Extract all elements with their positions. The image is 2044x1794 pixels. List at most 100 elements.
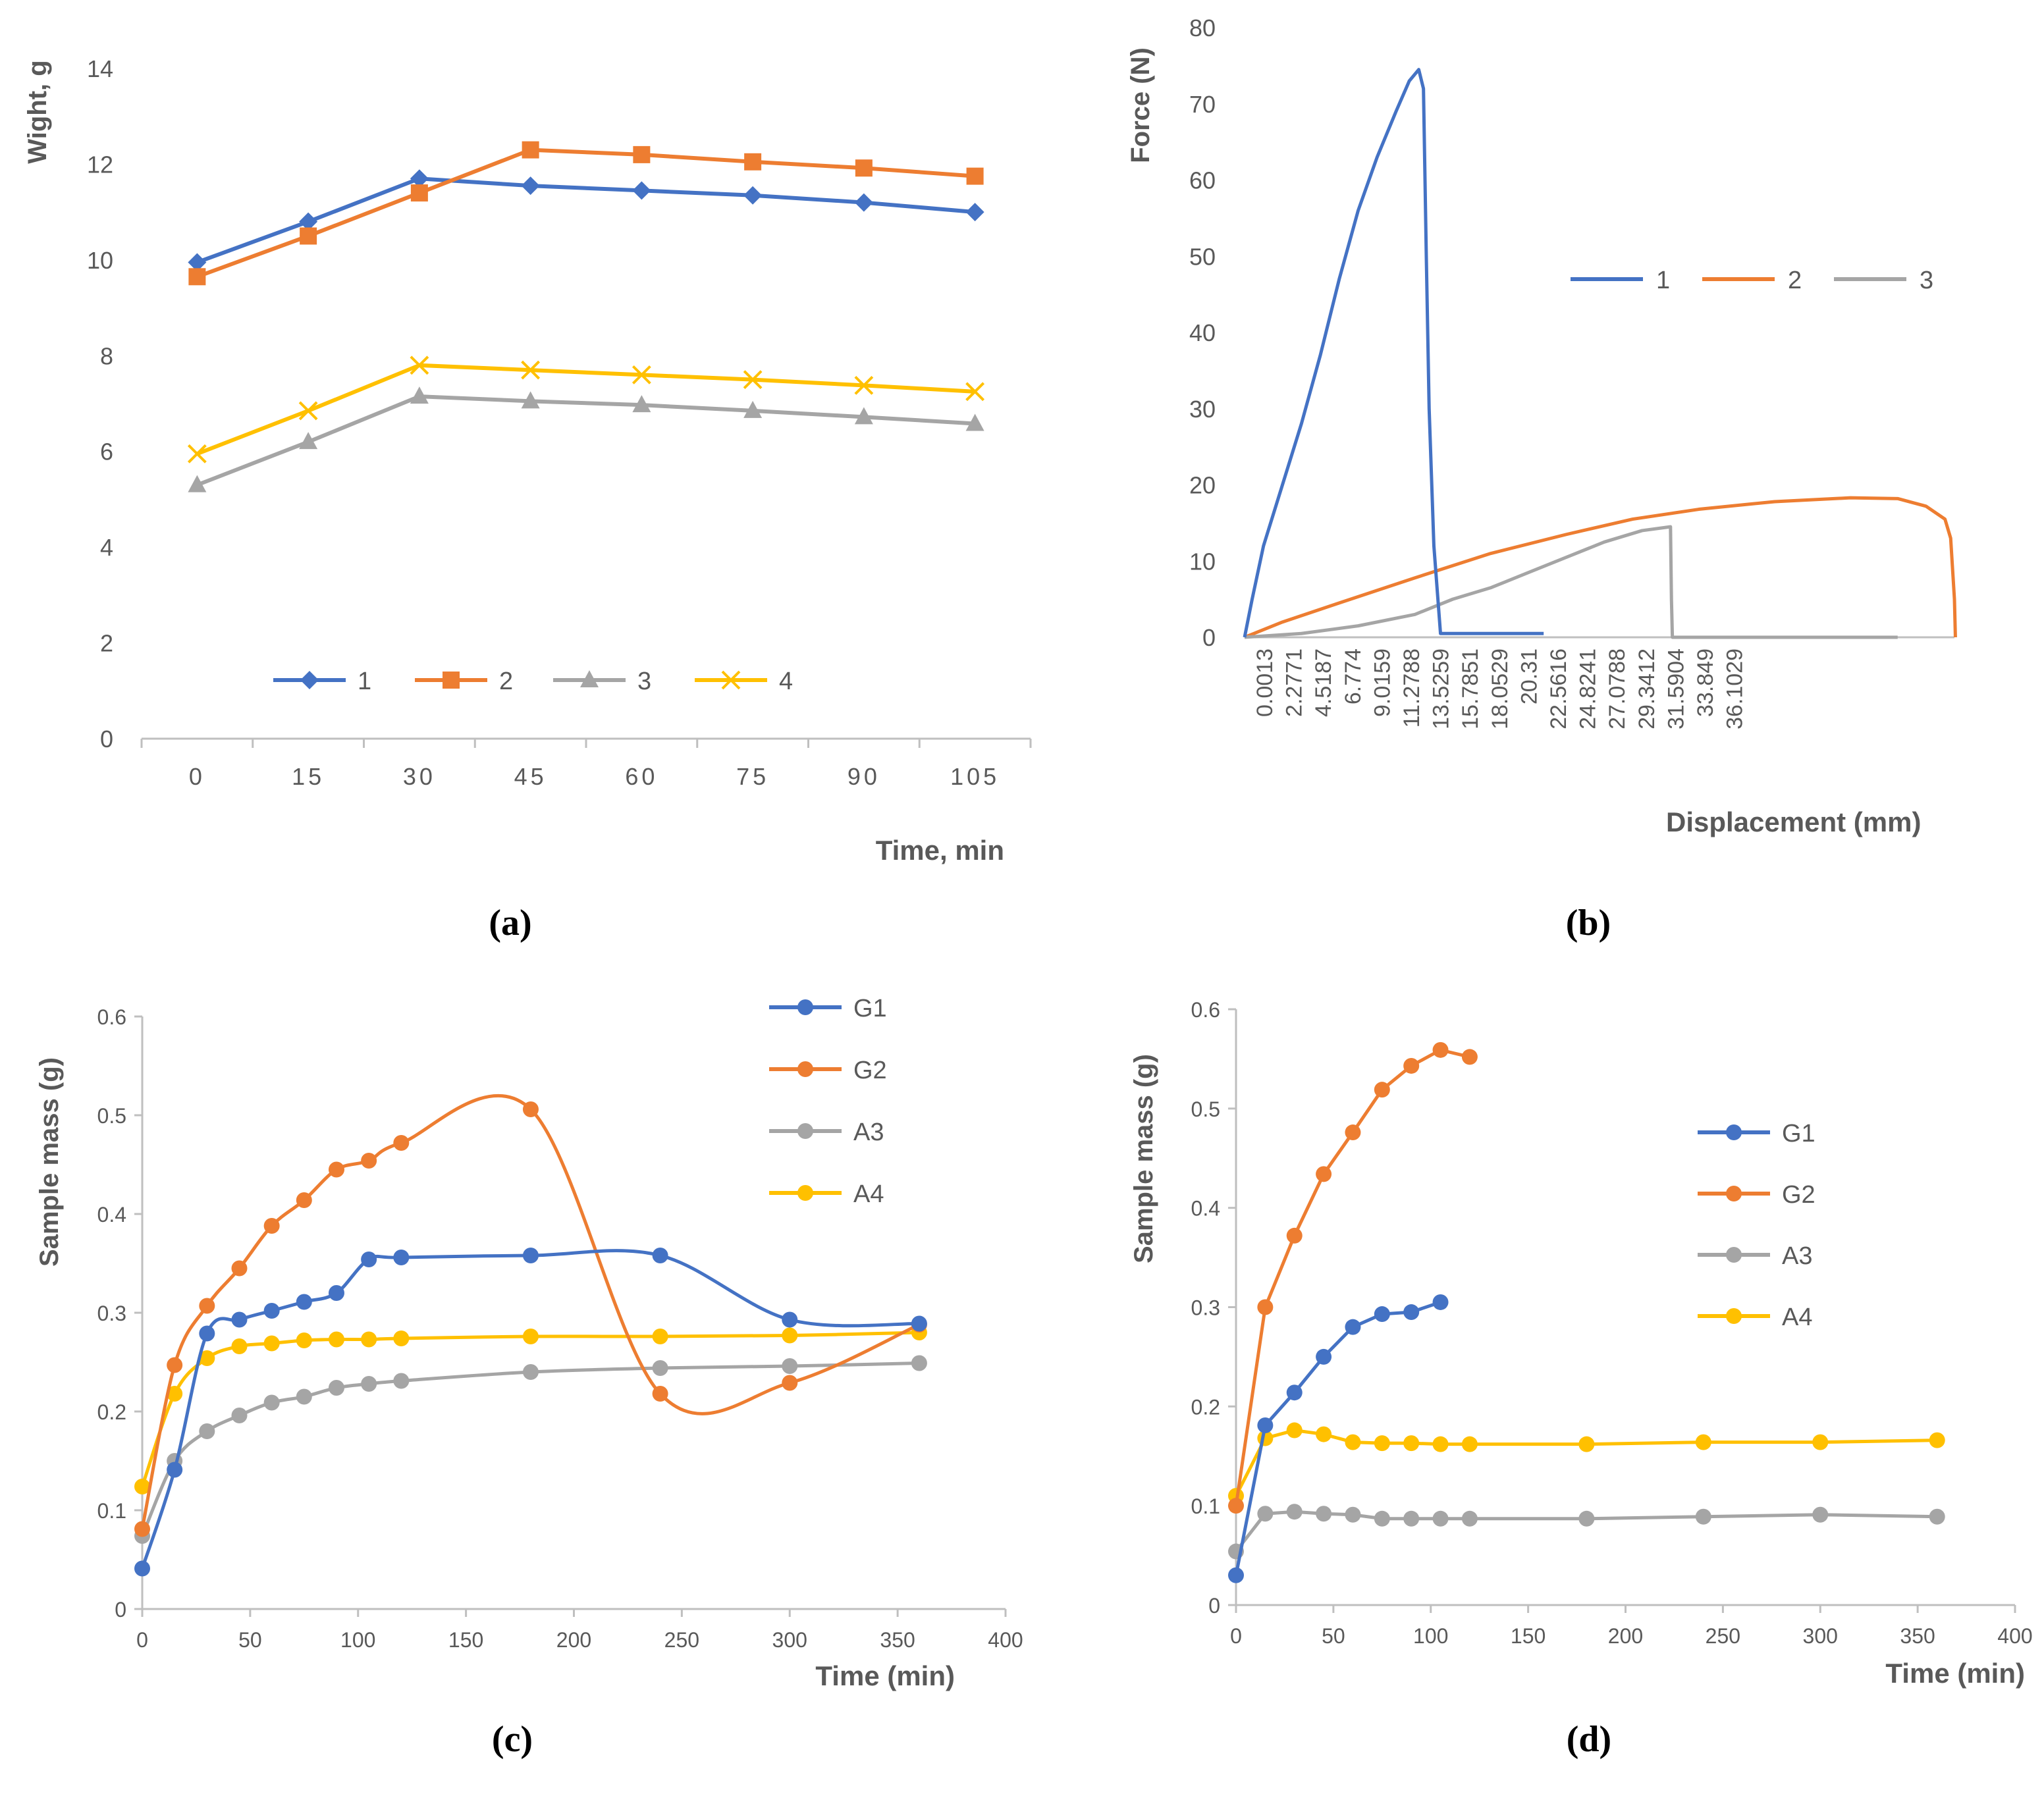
series-G1-point	[911, 1315, 927, 1332]
y-tick-label: 4	[100, 534, 113, 561]
legend-G2-marker	[797, 1061, 813, 1077]
x-tick-label: 27.0788	[1605, 648, 1630, 729]
legend-A4-label: A4	[853, 1180, 884, 1208]
series-G2-point	[1257, 1299, 1274, 1315]
y-tick-label: 0.1	[1191, 1494, 1220, 1518]
series-G1-point	[1228, 1567, 1244, 1583]
x-tick-label: 200	[556, 1628, 591, 1652]
y-tick-label: 0.2	[97, 1400, 126, 1424]
y-axis-title: Sample mass (g)	[35, 1057, 64, 1267]
series-4-point	[965, 382, 985, 402]
series-A3-point	[782, 1358, 798, 1374]
series-A4-point	[1403, 1435, 1420, 1452]
y-tick-label: 0.5	[1191, 1097, 1220, 1121]
series-3-point	[743, 400, 763, 418]
series-2-line	[196, 147, 975, 279]
series-2-point	[410, 184, 428, 202]
series-A4-point	[167, 1386, 183, 1402]
legend-G2-label: G2	[1782, 1181, 1815, 1209]
series-2-line	[1244, 496, 1957, 639]
series-A4-point	[263, 1335, 280, 1352]
caption-b: (b)	[1566, 903, 1611, 943]
x-tick-label: 150	[448, 1628, 483, 1652]
series-G2-point	[1316, 1166, 1332, 1182]
y-tick-label: 80	[1189, 14, 1216, 41]
x-tick-label: 4.5187	[1311, 648, 1336, 717]
series-4-point	[632, 365, 651, 384]
legend-1-label: 1	[1656, 267, 1670, 294]
series-G1-point	[652, 1248, 668, 1263]
x-tick-label: 29.3412	[1634, 648, 1659, 729]
y-tick-label: 10	[1189, 548, 1216, 575]
series-G1-point	[1316, 1348, 1332, 1365]
legend-A4-marker	[1726, 1308, 1742, 1324]
x-tick-label: 15	[292, 763, 325, 790]
series-A3-point	[1432, 1510, 1449, 1527]
x-tick-label: 150	[1511, 1624, 1546, 1648]
legend-G2-label: G2	[853, 1057, 887, 1084]
y-tick-label: 0.4	[97, 1203, 126, 1227]
series-3-point	[854, 407, 873, 425]
legend-A4-marker	[797, 1185, 813, 1201]
caption-d: (d)	[1567, 1719, 1611, 1760]
series-A4-point	[393, 1331, 410, 1346]
series-A4-point	[1316, 1426, 1332, 1442]
series-G1-point	[231, 1311, 248, 1328]
y-tick-label: 0	[1202, 624, 1216, 651]
series-1-point	[410, 169, 429, 188]
y-tick-label: 0.2	[1191, 1395, 1220, 1419]
series-G2-point	[296, 1192, 312, 1208]
series-1-line	[1243, 68, 1544, 638]
x-tick-label: 0.0013	[1252, 648, 1278, 717]
series-G2-point	[1461, 1049, 1478, 1065]
series-G1-point	[393, 1250, 410, 1265]
series-G1-point	[1374, 1306, 1390, 1323]
series-A3-point	[1578, 1510, 1595, 1527]
y-tick-label: 20	[1189, 472, 1216, 499]
x-tick-label: 15.7851	[1458, 648, 1483, 729]
series-A4-line	[140, 1331, 919, 1487]
series-G2-point	[361, 1153, 377, 1169]
y-tick-label: 70	[1189, 91, 1216, 118]
series-G1-point	[134, 1560, 150, 1577]
legend-2-label: 2	[499, 668, 513, 695]
series-A4-point	[1578, 1436, 1595, 1452]
y-tick-label: 0.4	[1191, 1197, 1220, 1221]
legend-G1-marker	[1726, 1124, 1742, 1140]
series-A4-point	[1345, 1434, 1361, 1450]
series-A3-point	[1695, 1508, 1711, 1525]
series-A3-point	[522, 1364, 539, 1380]
x-tick-label: 45	[514, 763, 547, 790]
series-G2-point	[1345, 1124, 1361, 1141]
x-tick-label: 9.0159	[1370, 648, 1395, 717]
series-A3-point	[1403, 1510, 1420, 1527]
series-A3-point	[393, 1373, 410, 1389]
x-tick-label: 400	[1997, 1624, 2032, 1648]
panel-b-force-chart: 0 10 20 30 40 50 60 70 80 0.0013 2.2771 4.5187 6.774…	[1126, 14, 1957, 943]
series-G1-point	[167, 1462, 183, 1478]
series-G1-point	[1432, 1294, 1449, 1310]
series-1-point	[854, 193, 873, 212]
legend-A3-marker	[797, 1123, 813, 1139]
series-A4-point	[652, 1329, 668, 1344]
y-tick-label: 30	[1189, 396, 1216, 423]
x-tick-label: 105	[950, 763, 1000, 790]
legend-2-label: 2	[1788, 267, 1802, 294]
series-A4-point	[1695, 1434, 1711, 1450]
series-1-line	[196, 176, 975, 265]
series-G2-point	[1286, 1227, 1303, 1244]
y-tick-label: 12	[87, 151, 113, 178]
x-tick-label: 250	[664, 1628, 699, 1652]
y-axis-title: Sample mass (g)	[1129, 1054, 1158, 1263]
series-1-point	[521, 176, 540, 196]
y-tick-label: 0.3	[97, 1302, 126, 1325]
x-tick-label: 300	[1803, 1624, 1838, 1648]
series-4-point	[854, 375, 874, 395]
x-tick-label: 400	[988, 1628, 1023, 1652]
series-G1-point	[522, 1248, 539, 1263]
x-tick-label: 2.2771	[1282, 648, 1307, 717]
series-2-point	[855, 159, 873, 177]
legend-G2-marker	[1726, 1186, 1742, 1201]
y-tick-label: 0	[100, 726, 113, 752]
